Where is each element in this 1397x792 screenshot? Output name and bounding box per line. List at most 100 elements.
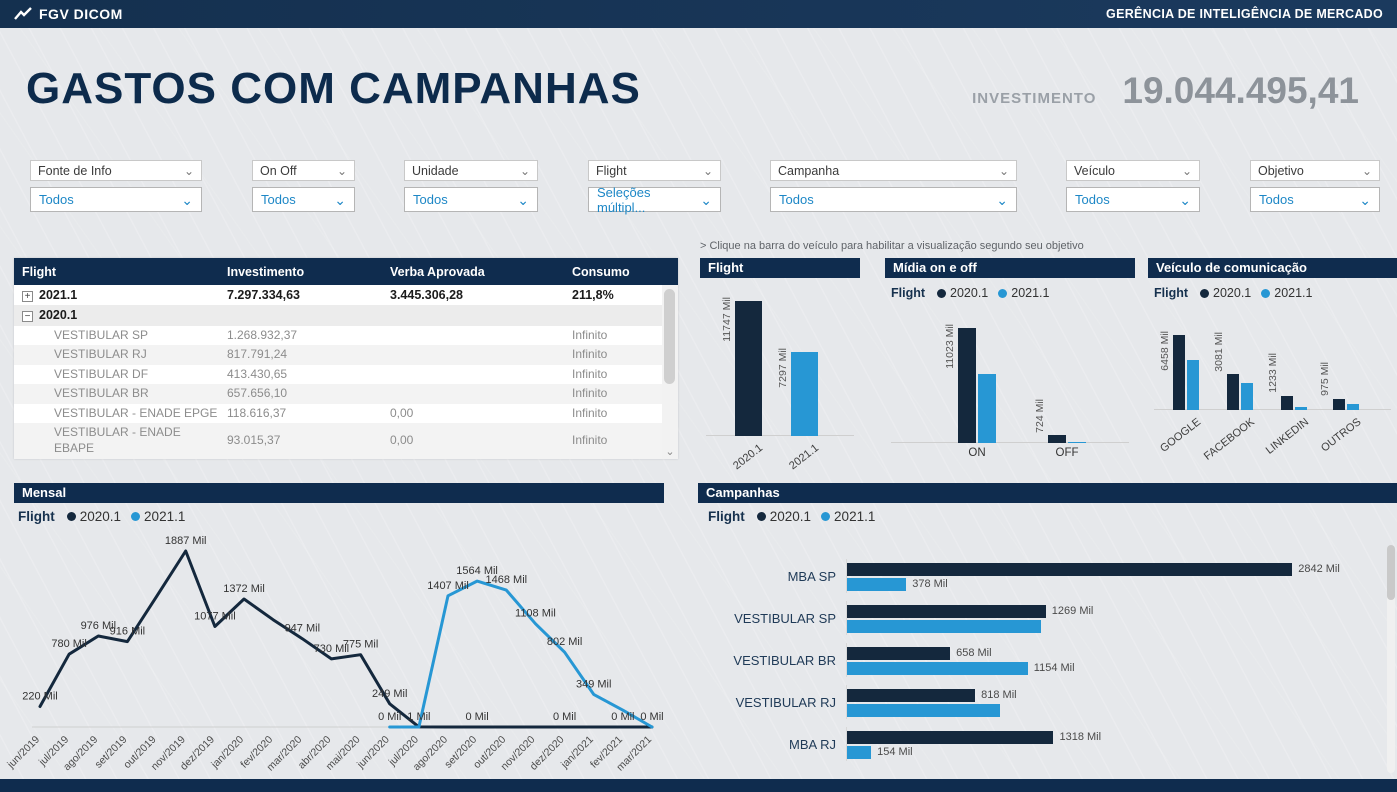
legend-item-2021-1[interactable]: 2021.1 (131, 509, 185, 524)
legend-item-2020-1[interactable]: 2020.1 (1200, 286, 1251, 300)
slicer-field-dropdown[interactable]: On Off ⌄ (252, 160, 355, 181)
bar-2020-1-2020-1[interactable] (734, 301, 762, 436)
bar-value-label: 378 Mil (912, 578, 948, 590)
table-row[interactable]: +2021.1 7.297.334,63 3.445.306,28 211,8% (14, 285, 662, 306)
data-label: 976 Mil (81, 620, 116, 632)
bar-chart-plot: 11023 Mil 724 Mil (885, 316, 1135, 443)
slicer-field-dropdown[interactable]: Flight ⌄ (588, 160, 721, 181)
legend-item-2020-1[interactable]: 2020.1 (756, 509, 812, 524)
bar-2020-1-google[interactable] (1173, 335, 1185, 410)
bar-2020-1-mba-rj[interactable] (847, 731, 1054, 744)
bar-2021-1-vestibular-br[interactable] (847, 662, 1028, 675)
bar-2020-1-off[interactable] (1048, 435, 1066, 443)
data-label: 780 Mil (51, 638, 86, 650)
column-header-flight[interactable]: Flight (22, 264, 57, 279)
legend-series-label: 2021.1 (1274, 286, 1313, 300)
row-consumo: Infinito (572, 405, 608, 420)
chevron-down-icon: ⌄ (1181, 163, 1192, 178)
bar-2020-1-vestibular-rj[interactable] (847, 689, 976, 702)
legend-color-dot (756, 512, 766, 521)
slicer-value-dropdown[interactable]: Seleções múltipl... ⌄ (588, 185, 721, 215)
bar-2020-1-vestibular-sp[interactable] (847, 605, 1046, 618)
data-label: 349 Mil (576, 678, 611, 690)
table-row[interactable]: −2020.1 (14, 305, 662, 326)
series-line-2021.1[interactable] (388, 579, 654, 729)
legend-item-2020-1[interactable]: 2020.1 (937, 286, 988, 300)
slicer-field-dropdown[interactable]: Unidade ⌄ (404, 160, 538, 181)
row-consumo: 211,8% (572, 288, 614, 302)
legend-item-2021-1[interactable]: 2021.1 (1261, 286, 1312, 300)
bar-2021-1-mba-rj[interactable] (847, 746, 872, 759)
x-axis-category: 2020.1 (731, 442, 766, 473)
table-row[interactable]: VESTIBULAR BR 657.656,10 Infinito (14, 384, 662, 404)
campaign-label: VESTIBULAR BR (733, 652, 836, 668)
table-row[interactable]: VESTIBULAR - ENADE EPGE 118.616,37 0,00 Inf… (14, 403, 662, 424)
table-row[interactable]: VESTIBULAR SP 1.268.932,37 Infinito (14, 325, 662, 346)
bar-2020-1-linkedin[interactable] (1281, 395, 1293, 410)
slicer-value-dropdown[interactable]: Todos ⌄ (1066, 187, 1200, 212)
legend-item-2020-1[interactable]: 2020.1 (66, 509, 122, 524)
legend-series-label: 2020.1 (79, 509, 122, 524)
bar-2021-1-on[interactable] (978, 374, 996, 443)
slicer-selected-value: Todos (1259, 192, 1294, 207)
expand-icon[interactable]: + (22, 291, 33, 302)
bar-2021-1-linkedin[interactable] (1295, 406, 1307, 410)
legend-color-dot (66, 512, 76, 521)
series-line-2020.1[interactable] (38, 549, 654, 729)
slicer-value-dropdown[interactable]: Todos ⌄ (1250, 187, 1380, 212)
bar-value-label: 6458 Mil (1159, 331, 1171, 371)
scroll-down-icon[interactable]: ⌄ (665, 445, 675, 458)
scrollbar-thumb[interactable] (664, 289, 675, 384)
bar-value-label: 11023 Mil (944, 324, 956, 369)
column-header-consumo[interactable]: Consumo (572, 264, 630, 279)
table-row[interactable]: VESTIBULAR - ENADE EBAPE 93.015,37 0,00 Inf… (14, 423, 662, 459)
slicer-field-dropdown[interactable]: Fonte de Info ⌄ (30, 160, 202, 181)
legend-color-dot (1261, 288, 1271, 298)
bar-2021-1-google[interactable] (1187, 360, 1199, 410)
campanhas-scrollbar[interactable] (1387, 545, 1395, 773)
legend-series-label: 2020.1 (769, 509, 812, 524)
chevron-down-icon: ⌄ (334, 191, 346, 208)
slicer-value-dropdown[interactable]: Todos ⌄ (252, 187, 355, 212)
bar-2021-1-2021-1[interactable] (790, 352, 818, 436)
row-investimento: 657.656,10 (227, 386, 288, 401)
slicer-value-dropdown[interactable]: Todos ⌄ (30, 187, 202, 212)
column-header-verba-aprovada[interactable]: Verba Aprovada (390, 264, 485, 279)
legend-item-2021-1[interactable]: 2021.1 (821, 509, 875, 524)
bar-2021-1-vestibular-sp[interactable] (847, 620, 1042, 633)
legend-color-dot (821, 512, 831, 521)
legend-series-label: 2021.1 (1011, 286, 1050, 300)
bar-2021-1-mba-sp[interactable] (847, 578, 907, 591)
bar-2020-1-facebook[interactable] (1227, 374, 1239, 410)
midia-chart-card: Mídia on e off Flight 2020.1 2021.1 11023 … (885, 258, 1135, 472)
bar-2020-1-mba-sp[interactable] (847, 563, 1293, 576)
x-axis-line (706, 435, 854, 436)
collapse-icon[interactable]: − (22, 311, 33, 323)
card-title-veiculo: Veículo de comunicação (1148, 258, 1397, 278)
bar-2021-1-off[interactable] (1068, 441, 1086, 443)
veiculo-chart-card: Veículo de comunicação Flight 2020.1 2021.… (1148, 258, 1397, 472)
slicer-field-dropdown[interactable]: Objetivo ⌄ (1250, 160, 1380, 181)
flight-table: Flight Investimento Verba Aprovada Consu… (14, 258, 678, 459)
slicer-value-dropdown[interactable]: Todos ⌄ (404, 187, 538, 212)
bar-2021-1-outros[interactable] (1347, 403, 1359, 410)
scrollbar-thumb[interactable] (1387, 545, 1395, 600)
table-scrollbar[interactable]: ⌄ (662, 285, 678, 459)
bar-2021-1-vestibular-rj[interactable] (847, 704, 1000, 717)
legend-item-2021-1[interactable]: 2021.1 (998, 286, 1049, 300)
slicer-label: Unidade (412, 163, 459, 178)
slicer-field-dropdown[interactable]: Veículo ⌄ (1066, 160, 1200, 181)
table-row[interactable]: VESTIBULAR DF 413.430,65 Infinito (14, 364, 662, 385)
column-header-investimento[interactable]: Investimento (227, 264, 305, 279)
slicer-field-dropdown[interactable]: Campanha ⌄ (770, 160, 1017, 181)
x-axis-category: LINKEDIN (1264, 416, 1312, 457)
bar-value-label: 1233 Mil (1267, 352, 1279, 393)
chevron-down-icon: ⌄ (181, 191, 193, 208)
bar-2021-1-facebook[interactable] (1241, 382, 1253, 410)
table-row[interactable]: VESTIBULAR RJ 817.791,24 Infinito (14, 345, 662, 365)
bar-2020-1-outros[interactable] (1333, 398, 1345, 410)
slicer-value-dropdown[interactable]: Todos ⌄ (770, 187, 1017, 212)
bar-2020-1-vestibular-br[interactable] (847, 647, 951, 660)
bar-value-label: 724 Mil (1034, 398, 1046, 433)
bar-2020-1-on[interactable] (958, 328, 976, 443)
